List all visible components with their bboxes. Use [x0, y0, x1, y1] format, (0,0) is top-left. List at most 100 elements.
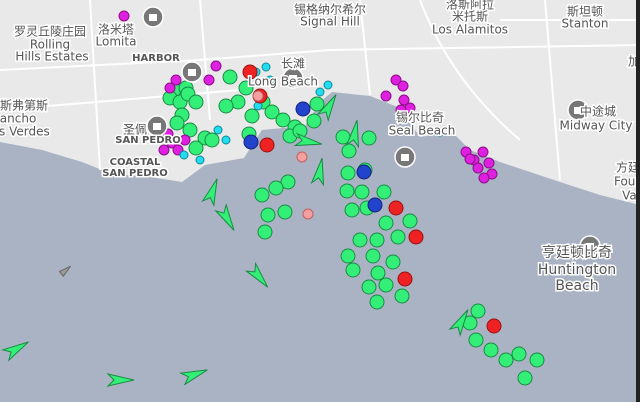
map-label: 锡尔比奇 [396, 110, 444, 125]
ship-arrow [214, 203, 235, 231]
ships [1, 10, 545, 387]
ship-marker [179, 134, 191, 146]
map-label: 洛斯阿拉 [446, 0, 494, 12]
ship-marker [244, 108, 260, 124]
ship-marker [340, 165, 356, 181]
map-label: Valley [622, 189, 640, 203]
ship-marker [264, 104, 280, 120]
ship-marker [188, 140, 204, 156]
ship-marker [356, 164, 372, 180]
map-label: Rolling [30, 38, 70, 52]
ship-arrow [244, 261, 269, 288]
map-label: 亨廷顿比奇 [542, 244, 612, 261]
map-label: Lomita [96, 35, 137, 49]
ship-marker [378, 215, 394, 231]
ship-marker [486, 318, 502, 334]
ship-marker [222, 69, 238, 85]
map-label: Huntington [538, 262, 616, 278]
map-label: 米托斯 [452, 10, 488, 24]
port-icon-glyph [586, 243, 594, 250]
port-icon-glyph [574, 107, 582, 114]
ship-marker [367, 197, 383, 213]
ship-arrow [345, 119, 360, 149]
ship-marker [402, 213, 418, 229]
map-label: Signal Hill [300, 15, 360, 29]
ship-marker [323, 80, 333, 90]
ship-arrow [310, 157, 325, 187]
ship-marker [277, 204, 293, 220]
ship-marker [472, 162, 484, 174]
map-label: Fountain [614, 175, 640, 189]
ship-marker [315, 87, 325, 97]
ship-marker [213, 125, 223, 135]
ship-marker [369, 294, 385, 310]
ship-arrow [58, 265, 72, 277]
ship-marker [435, 127, 445, 137]
ship-marker [309, 96, 325, 112]
ship-arrow [1, 341, 29, 362]
ship-marker [397, 271, 413, 287]
ship-marker [164, 82, 176, 94]
ship-marker [275, 112, 291, 128]
ship-marker [390, 229, 406, 245]
ship-marker [376, 184, 392, 200]
ship-arrow [448, 309, 469, 337]
map-label: 锡格纳尔希尔 [294, 2, 366, 17]
ship-marker [385, 254, 401, 270]
ship-marker [179, 150, 189, 160]
ship-marker [195, 155, 205, 165]
ship-marker [478, 172, 490, 184]
ship-marker [470, 303, 486, 319]
ship-marker [340, 248, 356, 264]
ship-marker [182, 122, 198, 138]
map-label: Rancho [0, 112, 36, 126]
map-label: 长滩 [281, 57, 305, 71]
ship-marker [203, 74, 215, 86]
map-label: 方廷瓦利 [616, 160, 640, 175]
ship-marker [188, 94, 204, 110]
ship-marker [477, 146, 489, 158]
ship-arrow [201, 178, 218, 207]
map-label: 圣佩 [123, 123, 147, 137]
ship-marker [306, 113, 322, 129]
ship-marker [238, 80, 254, 96]
ship-marker [390, 74, 402, 86]
ship-marker [365, 248, 381, 264]
ship-marker [354, 184, 370, 200]
ship-marker [302, 208, 314, 220]
map-label: 洛米塔 [98, 22, 134, 37]
ship-arrow [316, 94, 337, 122]
ship-marker [464, 153, 476, 165]
ship-marker [529, 352, 545, 368]
roads [0, 0, 640, 181]
ship-marker [498, 352, 514, 368]
ship-marker [378, 277, 394, 293]
ship-marker [398, 94, 410, 106]
map-label: Midway City [560, 119, 633, 133]
map-label: 罗灵丘陵庄园 [14, 24, 86, 39]
map-label: COASTAL [110, 157, 161, 168]
ship-marker [352, 232, 368, 248]
map-label: HARBOR [132, 53, 180, 64]
ship-marker [252, 90, 264, 102]
ship-marker [170, 74, 182, 86]
ship-marker [257, 224, 273, 240]
ship-marker [118, 10, 130, 22]
map-label: Hills Estates [15, 50, 88, 64]
map-label: Stanton [562, 17, 609, 31]
ship-arrow [293, 132, 323, 147]
icons [142, 6, 601, 257]
ship-marker [397, 80, 409, 92]
ship-marker [218, 98, 234, 114]
ship-marker [210, 60, 222, 72]
ship-marker [265, 75, 275, 85]
ship-marker [295, 101, 311, 117]
ship-marker [361, 279, 377, 295]
ship-marker [254, 187, 270, 203]
map-label: SAN PEDRO [102, 168, 167, 179]
ship-marker [511, 346, 527, 362]
ship-marker [369, 232, 385, 248]
ship-marker [380, 90, 392, 102]
